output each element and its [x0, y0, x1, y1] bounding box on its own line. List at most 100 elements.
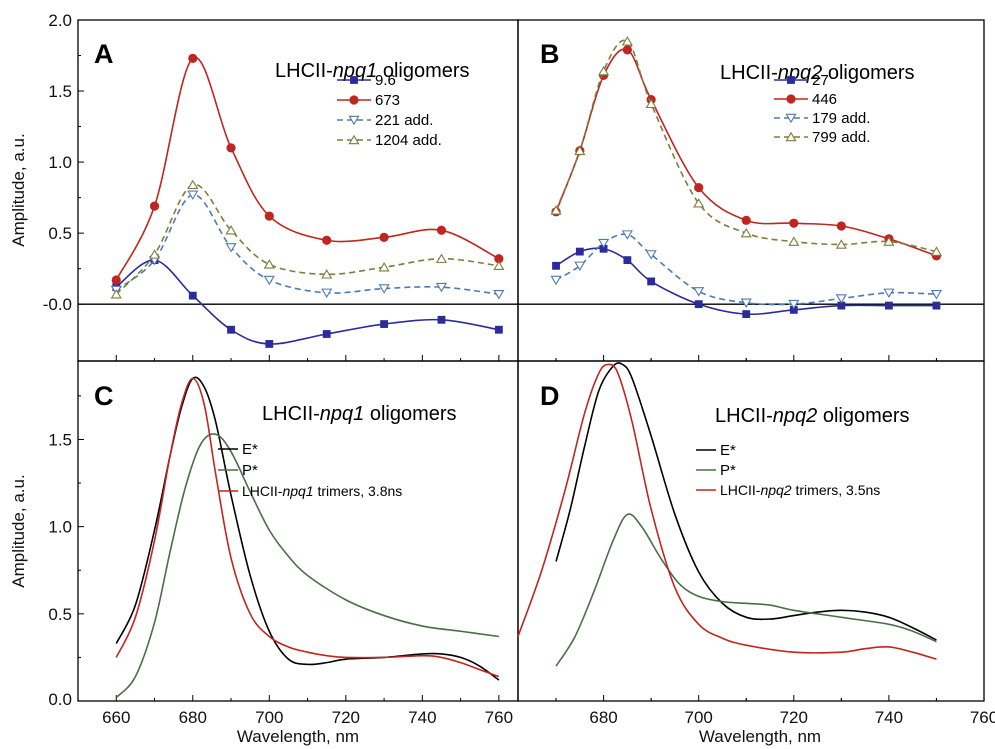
x-tick-label-C: 720 — [332, 708, 360, 727]
legend-label-A-2: 673 — [375, 92, 400, 109]
data-point-A-4 — [435, 253, 448, 263]
data-point-A-3 — [187, 190, 199, 200]
data-point-A-4 — [493, 260, 505, 271]
x-tick-label-D: 760 — [970, 708, 995, 727]
y-tick-label-C: 0.5 — [48, 605, 72, 624]
text-layer: A LHCII-npq1 oligomers -0.0 0.5 1.0 1.5 2.0 9.6… — [43, 11, 995, 727]
panel-title-D: LHCII-npq2 oligomers — [715, 405, 910, 427]
data-point-B-4 — [645, 98, 657, 109]
y-tick-label-A: 1.5 — [48, 82, 72, 101]
data-point-B-1 — [932, 301, 941, 310]
data-point-B-1 — [575, 247, 584, 256]
legend-label-B-1: 27 — [812, 72, 829, 89]
panel-title-C: LHCII-npq1 oligomers — [262, 403, 457, 425]
data-point-A-1 — [227, 325, 235, 334]
data-point-B-4 — [550, 205, 562, 215]
data-point-B-2 — [622, 45, 632, 55]
x-tick-label-C: 700 — [255, 708, 283, 727]
legend-marker-B-4 — [785, 131, 797, 142]
data-point-A-2 — [264, 211, 274, 221]
data-point-B-3 — [693, 287, 705, 297]
data-point-B-3 — [740, 298, 752, 308]
series-line-A-4 — [115, 184, 499, 295]
legend-label-A-1: 9.6 — [375, 72, 396, 89]
series-line-D-1 — [555, 362, 937, 641]
y-tick-label-C: 0.0 — [48, 690, 72, 709]
series-line-C-2 — [115, 433, 499, 699]
series-line-D-3 — [517, 363, 937, 660]
legend-label-D-3: LHCII-npq2 trimers, 3.5ns — [720, 482, 880, 498]
data-point-B-1 — [789, 305, 798, 314]
data-point-A-2 — [188, 53, 198, 63]
data-point-A-3 — [378, 284, 390, 294]
data-point-A-3 — [321, 288, 333, 299]
data-point-B-3 — [598, 238, 610, 249]
x-tick-label-D: 680 — [589, 708, 617, 727]
legend-label-D-1: E* — [720, 442, 736, 459]
xlabel-left: Wavelength, nm — [237, 727, 359, 746]
data-point-A-2 — [436, 225, 447, 235]
data-point-B-3 — [788, 299, 800, 310]
panel-letter-B: B — [540, 39, 560, 69]
series-line-C-3 — [115, 377, 500, 678]
legend-marker-A-3 — [348, 115, 360, 126]
data-point-B-3 — [574, 261, 586, 272]
x-tick-label-C: 660 — [102, 708, 130, 727]
y-tick-label-A: 1.0 — [48, 153, 72, 172]
legend-marker-A-1 — [350, 76, 358, 84]
y-tick-label-A: -0.0 — [43, 295, 72, 314]
data-point-B-2 — [789, 218, 799, 228]
data-point-B-1 — [623, 256, 632, 265]
series-line-A-2 — [115, 56, 500, 281]
xlabel-right: Wavelength, nm — [699, 727, 821, 746]
legend-marker-A-4 — [348, 134, 360, 145]
legend-label-D-2: P* — [720, 462, 736, 479]
data-point-B-3 — [550, 275, 562, 286]
data-point-A-4 — [148, 249, 161, 259]
panel-d-frame — [517, 360, 985, 702]
data-point-A-4 — [321, 269, 333, 279]
legend-label-A-3: 221 add. — [375, 112, 433, 129]
data-point-B-3 — [621, 230, 633, 240]
data-point-A-1 — [494, 325, 503, 334]
legend-marker-B-3 — [785, 113, 797, 124]
data-point-B-1 — [552, 261, 560, 270]
y-tick-label-A: 2.0 — [48, 11, 72, 30]
data-point-B-1 — [694, 300, 703, 309]
panel-letter-C: C — [94, 381, 114, 411]
series-layer — [110, 36, 943, 699]
y-tick-label-C: 1.5 — [48, 430, 72, 449]
legend-marker-A-2 — [349, 95, 359, 105]
x-tick-label-D: 700 — [685, 708, 713, 727]
panel-letter-D: D — [540, 381, 560, 411]
legend-label-B-3: 179 add. — [812, 110, 870, 127]
panel-title-A: LHCII-npq1 oligomers — [275, 60, 470, 82]
x-tick-label-C: 680 — [179, 708, 207, 727]
ylabel-top: Amplitude, a.u. — [9, 133, 28, 246]
data-point-A-3 — [493, 289, 505, 300]
legend-label-A-4: 1204 add. — [375, 132, 442, 149]
data-point-B-3 — [883, 288, 895, 299]
data-point-A-2 — [494, 254, 504, 264]
data-point-B-2 — [836, 221, 846, 231]
legend-label-C-2: P* — [242, 462, 258, 479]
data-point-B-2 — [741, 215, 751, 225]
x-tick-label-D: 720 — [780, 708, 808, 727]
data-point-B-1 — [599, 244, 608, 253]
data-point-B-4 — [598, 65, 610, 76]
ylabel-bottom: Amplitude, a.u. — [9, 474, 28, 587]
data-point-A-3 — [435, 282, 448, 293]
ticks-layer — [77, 19, 985, 702]
data-point-B-1 — [647, 277, 656, 286]
data-point-A-4 — [187, 179, 199, 190]
data-point-B-1 — [742, 310, 751, 319]
data-point-A-4 — [225, 225, 237, 235]
data-point-B-2 — [694, 183, 704, 193]
series-line-D-2 — [555, 513, 937, 667]
y-tick-label-C: 1.0 — [48, 518, 72, 537]
data-point-B-4 — [883, 236, 895, 246]
data-point-B-4 — [930, 246, 943, 256]
data-point-A-2 — [322, 235, 332, 245]
data-point-A-3 — [225, 243, 237, 253]
